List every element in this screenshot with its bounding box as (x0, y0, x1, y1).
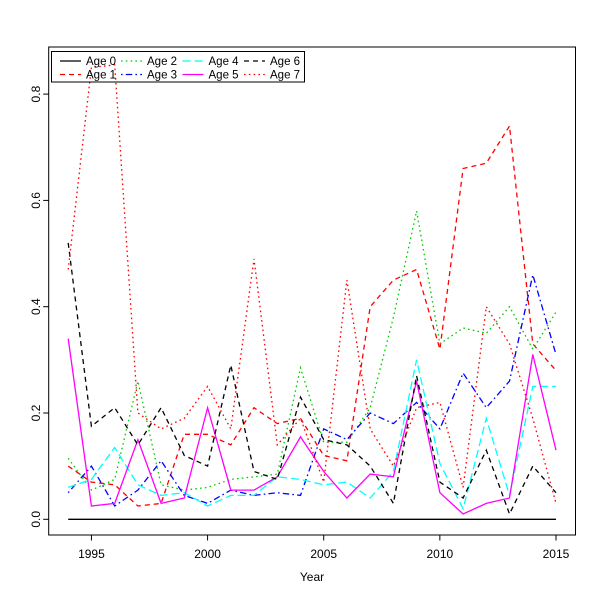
legend-entry-age-5: Age 5 (182, 70, 239, 82)
y-tick-label: 0.8 (29, 85, 43, 102)
y-tick-label: 0.6 (29, 192, 43, 209)
legend-border (51, 51, 305, 83)
x-tick-label: 1995 (78, 547, 105, 561)
legend-label: Age 0 (86, 56, 116, 68)
y-axis: 0.0 0.2 0.4 0.6 0.8 (29, 85, 49, 528)
y-tick-label: 0.0 (29, 511, 43, 528)
series-line-age-5 (67, 338, 557, 515)
legend-entry-age-4: Age 4 (182, 56, 240, 68)
legend-entry-age-7: Age 7 (244, 70, 300, 82)
x-axis: 1995 2000 2005 2010 2015 (78, 535, 570, 561)
legend-entry-age-1: Age 1 (60, 70, 116, 82)
series-line-age-6 (67, 242, 557, 516)
legend-entry-age-6: Age 6 (244, 56, 300, 68)
x-tick-label: 2010 (426, 547, 453, 561)
y-tick-label: 0.2 (29, 404, 43, 421)
legend-entry-age-3: Age 3 (121, 70, 177, 82)
legend-entries: Age 0 Age 1 Age 2 Age 3 Age 4 Age 5 Age 6 Age 7 (60, 56, 300, 82)
x-tick-label: 2000 (194, 547, 221, 561)
legend-label: Age 5 (209, 70, 239, 82)
series-line-age-4 (67, 359, 556, 511)
x-tick-label: 2015 (543, 547, 570, 561)
x-axis-title: Year (300, 570, 324, 584)
y-tick-label: 0.4 (29, 298, 43, 315)
legend-label: Age 4 (209, 56, 240, 68)
legend-label: Age 1 (86, 70, 116, 82)
series-line-age-3 (67, 274, 557, 507)
legend-entry-age-2: Age 2 (121, 56, 177, 68)
legend-label: Age 3 (147, 70, 177, 82)
series-line-age-1 (67, 124, 557, 507)
series-lines (67, 64, 557, 520)
legend-label: Age 6 (270, 56, 300, 68)
legend-entry-age-0: Age 0 (60, 56, 116, 68)
legend: Age 0 Age 1 Age 2 Age 3 Age 4 Age 5 Age 6 Age 7 (51, 51, 305, 83)
legend-label: Age 2 (147, 56, 177, 68)
series-line-age-2 (67, 210, 557, 491)
legend-label: Age 7 (270, 70, 300, 82)
x-tick-label: 2005 (310, 547, 337, 561)
plot-border (48, 46, 576, 536)
